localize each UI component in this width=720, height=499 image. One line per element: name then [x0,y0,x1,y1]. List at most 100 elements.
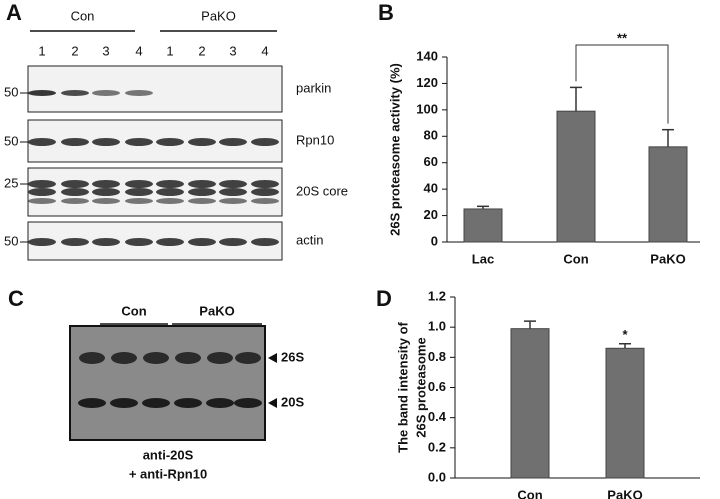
mw-marker: 50 [4,133,18,148]
band [78,398,106,408]
blot-label: actin [296,232,323,247]
band [156,180,184,188]
band [79,352,105,364]
blot-label: Rpn10 [296,132,334,147]
y-tick-label: 80 [424,128,438,143]
group-label: Con [121,303,146,318]
mw-marker: 50 [4,84,18,99]
y-tick-label: 0.8 [428,349,446,364]
band [28,198,56,204]
band [125,238,153,246]
band [206,398,234,408]
significance-bracket [575,44,669,124]
band [219,180,247,188]
band [251,198,279,204]
band [92,238,120,246]
band [188,188,216,196]
blot [27,65,283,113]
band [219,138,247,146]
bar [605,347,645,479]
band [61,238,89,246]
band [219,238,247,246]
band [125,138,153,146]
lane-label: 1 [166,43,173,58]
group-label: Con [71,8,95,23]
mw-marker: 50 [4,233,18,248]
band [61,188,89,196]
arrow [268,353,277,363]
bar [556,110,596,243]
band [92,198,120,204]
band [28,180,56,188]
y-tick-label: 1.2 [428,288,446,303]
band [28,188,56,196]
band [61,198,89,204]
x-tick-label: PaKO [650,251,685,266]
group-label: PaKO [199,303,234,318]
band [125,198,153,204]
band [156,238,184,246]
band [125,188,153,196]
blot-label: parkin [296,80,331,95]
band [156,198,184,204]
lane-label: 3 [229,43,236,58]
y-tick-label: 0.0 [428,469,446,484]
band [175,352,201,364]
panel-letter: A [6,0,22,25]
significance-label: * [622,327,628,342]
group-label: PaKO [201,8,236,23]
bar [648,146,688,243]
band [207,352,233,364]
y-tick-label: 100 [416,101,438,116]
y-tick-label: 120 [416,75,438,90]
x-tick-label: Con [563,251,588,266]
band [28,238,56,246]
band [92,188,120,196]
band [111,352,137,364]
band [234,398,262,408]
y-tick-label: 20 [424,207,438,222]
band [125,180,153,188]
band [174,398,202,408]
band [251,180,279,188]
band [251,238,279,246]
lane-label: 3 [102,43,109,58]
band [251,138,279,146]
panel-letter: C [8,286,24,311]
mw-marker: 25 [4,175,18,190]
x-tick-label: Lac [472,251,494,266]
caption: + anti-Rpn10 [129,466,207,481]
y-tick-label: 0 [431,233,438,248]
band [156,138,184,146]
band [92,90,120,96]
y-tick-label: 0.6 [428,379,446,394]
significance-label: ** [617,30,628,45]
x-tick-label: Con [517,487,542,499]
bar [510,328,550,479]
y-tick-label: 60 [424,154,438,169]
band [188,198,216,204]
lane-label: 2 [198,43,205,58]
lane-label: 2 [71,43,78,58]
lane-label: 1 [38,43,45,58]
band [61,180,89,188]
band [219,188,247,196]
band [235,352,261,364]
blot-label: 20S core [296,183,348,198]
band [28,90,56,96]
y-tick-label: 140 [416,48,438,63]
arrow [268,398,277,408]
y-tick-label: 40 [424,181,438,196]
gel [69,325,266,441]
band [92,138,120,146]
y-tick-label: 0.4 [428,409,447,424]
band [28,138,56,146]
x-tick-label: PaKO [607,487,642,499]
band [219,198,247,204]
band [156,188,184,196]
lane-label: 4 [261,43,268,58]
band [188,238,216,246]
band [251,188,279,196]
band [61,90,89,96]
band [188,138,216,146]
